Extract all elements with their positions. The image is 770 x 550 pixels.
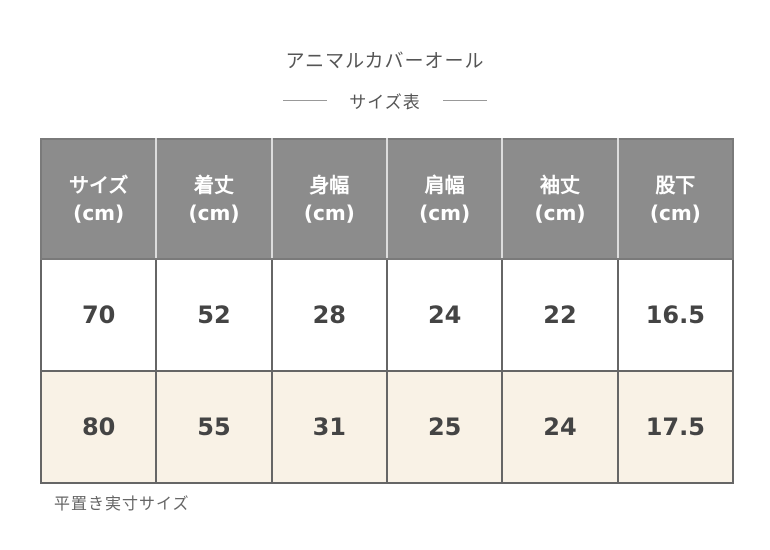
table-cell: 24 — [385, 258, 504, 372]
size-table: サイズ (cm) 着丈 (cm) 身幅 (cm) 肩幅 (cm) 袖丈 (cm) 股下 (c… — [39, 138, 735, 484]
table-cell: 52 — [155, 258, 273, 372]
header-label: サイズ — [68, 173, 129, 197]
table-cell: 28 — [270, 258, 388, 372]
table-row: 80 55 31 25 24 17.5 — [39, 370, 735, 484]
divider-right — [442, 100, 487, 101]
header-unit: (cm) — [303, 201, 355, 225]
table-cell: 70 — [39, 258, 158, 372]
header-cell: 袖丈 (cm) — [501, 138, 619, 260]
header-label: 股下 — [655, 173, 696, 197]
header-unit: (cm) — [649, 201, 701, 225]
header-label: 身幅 — [309, 173, 350, 197]
table-cell: 24 — [501, 370, 619, 484]
table-cell: 55 — [155, 370, 273, 484]
header-unit: (cm) — [419, 201, 471, 225]
table-cell: 16.5 — [616, 258, 735, 372]
table-cell: 25 — [385, 370, 504, 484]
header-cell: 股下 (cm) — [616, 138, 735, 260]
subtitle-block: サイズ表 — [0, 88, 770, 113]
header-cell: 着丈 (cm) — [155, 138, 273, 260]
header-unit: (cm) — [73, 201, 125, 225]
table-cell: 17.5 — [616, 370, 735, 484]
divider-left — [283, 100, 328, 101]
header-cell: 肩幅 (cm) — [385, 138, 504, 260]
table-cell: 22 — [501, 258, 619, 372]
subtitle: サイズ表 — [349, 93, 421, 113]
header-row: サイズ (cm) 着丈 (cm) 身幅 (cm) 肩幅 (cm) 袖丈 (cm) 股下 (c… — [39, 138, 735, 260]
table-row: 70 52 28 24 22 16.5 — [39, 258, 735, 372]
header-unit: (cm) — [534, 201, 586, 225]
header-label: 袖丈 — [539, 173, 580, 197]
measurement-note: 平置き実寸サイズ — [54, 494, 190, 513]
header-unit: (cm) — [188, 201, 240, 225]
header-cell: 身幅 (cm) — [270, 138, 388, 260]
table-cell: 80 — [39, 370, 158, 484]
page-title: アニマルカバーオール — [285, 50, 485, 72]
header-label: 着丈 — [193, 173, 234, 197]
header-label: 肩幅 — [424, 173, 465, 197]
table-cell: 31 — [270, 370, 388, 484]
header-cell: サイズ (cm) — [39, 138, 158, 260]
